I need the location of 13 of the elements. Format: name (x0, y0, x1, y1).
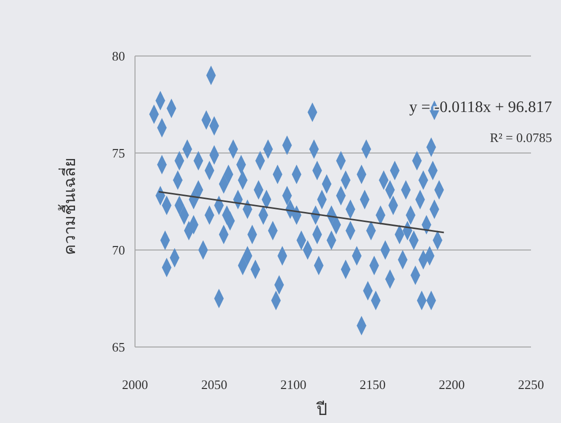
x-tick-label: 2000 (122, 377, 148, 392)
x-tick-label: 2100 (280, 377, 306, 392)
y-tick-label: 70 (112, 242, 125, 258)
x-tick-label: 2050 (201, 377, 228, 392)
annotation: R² = 0.0785 (490, 130, 552, 145)
y-tick-label: 80 (112, 48, 125, 64)
y-tick-label: 75 (112, 146, 125, 161)
x-axis-title: ปี (316, 400, 328, 419)
x-tick-label: 2150 (360, 377, 386, 392)
x-tick-label: 2200 (438, 377, 465, 392)
x-tick-label: 2250 (518, 377, 544, 392)
y-axis-title: ความชื้นเฉลี่ย (58, 158, 79, 255)
y-tick-label: 65 (112, 340, 125, 355)
